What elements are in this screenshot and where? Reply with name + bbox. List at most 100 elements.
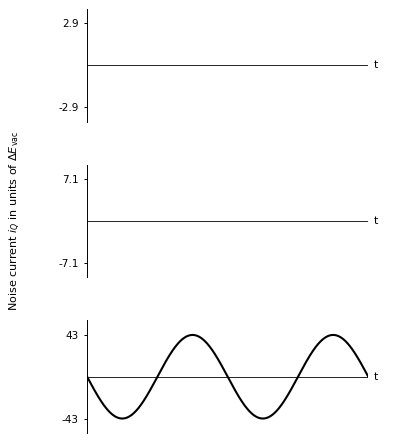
- Point: [119, 103, 126, 110]
- Point: [264, 255, 270, 262]
- Point: [303, 200, 309, 207]
- Point: [161, 61, 167, 68]
- Point: [359, 208, 366, 215]
- Point: [196, 25, 202, 32]
- Point: [284, 236, 290, 243]
- Point: [152, 51, 158, 58]
- Point: [128, 259, 135, 267]
- Point: [198, 179, 204, 187]
- Point: [249, 94, 255, 101]
- Point: [348, 34, 354, 41]
- Point: [122, 103, 129, 110]
- Point: [258, 106, 265, 113]
- Point: [171, 193, 178, 200]
- Point: [259, 95, 265, 102]
- Point: [88, 222, 94, 229]
- Point: [95, 230, 101, 237]
- Point: [342, 183, 348, 190]
- Point: [293, 225, 299, 232]
- Point: [107, 255, 113, 262]
- Point: [246, 100, 252, 107]
- Point: [242, 245, 249, 252]
- Point: [152, 225, 158, 232]
- Point: [321, 20, 327, 27]
- Point: [333, 177, 339, 184]
- Point: [283, 248, 289, 255]
- Point: [103, 252, 109, 259]
- Point: [288, 231, 295, 238]
- Point: [92, 229, 99, 236]
- Point: [98, 234, 105, 241]
- Point: [351, 42, 358, 50]
- Point: [293, 70, 299, 77]
- Point: [263, 108, 269, 115]
- Point: [158, 211, 165, 218]
- Point: [85, 229, 91, 236]
- Point: [317, 185, 324, 192]
- Point: [360, 209, 367, 216]
- Point: [242, 79, 248, 86]
- Point: [259, 106, 265, 113]
- Point: [291, 227, 297, 234]
- Point: [220, 65, 227, 72]
- Point: [226, 76, 232, 84]
- Point: [236, 240, 243, 247]
- Point: [316, 27, 322, 34]
- Point: [270, 100, 276, 107]
- Point: [298, 54, 304, 61]
- Point: [187, 13, 194, 20]
- Point: [251, 256, 257, 263]
- Point: [312, 48, 318, 55]
- Point: [364, 204, 371, 211]
- Point: [202, 184, 209, 191]
- Point: [119, 92, 125, 99]
- Point: [116, 261, 122, 268]
- Point: [112, 254, 118, 261]
- Point: [128, 96, 135, 103]
- Point: [96, 88, 102, 95]
- Point: [263, 261, 269, 268]
- Point: [86, 225, 93, 232]
- Point: [217, 61, 223, 68]
- Point: [322, 177, 328, 184]
- Point: [188, 34, 194, 41]
- Point: [223, 61, 229, 68]
- Point: [289, 66, 295, 73]
- Point: [114, 107, 120, 114]
- Point: [137, 241, 143, 248]
- Point: [112, 93, 118, 100]
- Point: [194, 181, 200, 188]
- Point: [286, 234, 293, 241]
- Point: [162, 201, 168, 208]
- Point: [130, 251, 136, 258]
- Point: [261, 86, 267, 93]
- Point: [253, 251, 259, 258]
- Point: [135, 254, 141, 261]
- Point: [178, 27, 185, 34]
- Point: [127, 110, 133, 117]
- Point: [365, 215, 371, 222]
- Point: [324, 16, 330, 23]
- Point: [225, 70, 231, 77]
- Point: [268, 94, 274, 101]
- Point: [101, 243, 108, 250]
- Point: [104, 92, 110, 99]
- Point: [167, 194, 173, 202]
- Point: [232, 228, 239, 235]
- Point: [316, 191, 322, 198]
- Point: [162, 46, 168, 53]
- Point: [292, 63, 299, 70]
- Point: [257, 256, 263, 263]
- Point: [165, 200, 171, 207]
- Point: [143, 243, 149, 250]
- Point: [211, 199, 217, 206]
- Point: [102, 239, 108, 246]
- Point: [271, 251, 278, 259]
- Point: [229, 77, 235, 84]
- Point: [103, 250, 109, 257]
- Point: [114, 89, 121, 96]
- Point: [159, 54, 166, 61]
- Point: [309, 190, 316, 197]
- Point: [263, 262, 269, 269]
- Point: [162, 204, 168, 211]
